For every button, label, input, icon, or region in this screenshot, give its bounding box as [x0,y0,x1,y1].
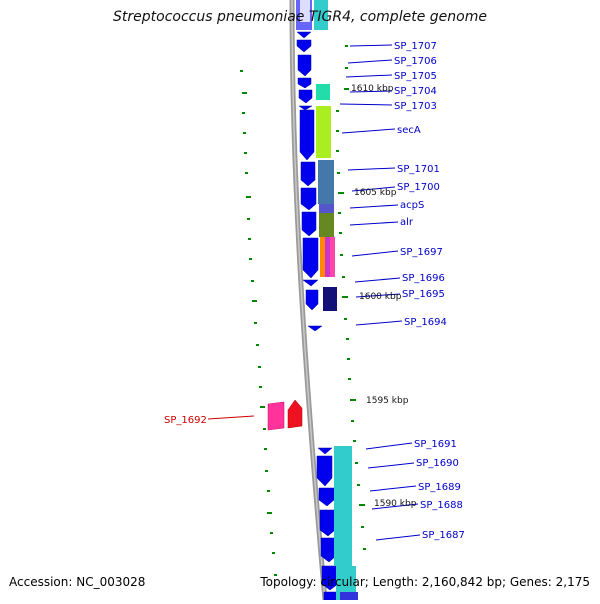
outer-tick-marks [240,70,277,576]
gene-label[interactable]: SP_1689 [418,482,461,493]
gene-label[interactable]: SP_1701 [397,164,440,175]
gene-label[interactable]: alr [400,217,414,228]
inner-tick-marks [336,45,366,550]
gene-block-top-white [300,0,310,22]
gene-label[interactable]: SP_1700 [397,182,440,193]
gene-label[interactable]: SP_1697 [400,247,443,258]
scale-labels: 1610 kbp 1605 kbp 1600 kbp 1595 kbp 1590… [351,84,417,509]
label-leader-lines [339,44,421,541]
gene-label[interactable]: SP_1691 [414,439,457,450]
gene-label[interactable]: SP_1705 [394,71,437,82]
genome-backbone-inner [291,0,326,601]
gene-label[interactable]: SP_1690 [416,458,459,469]
genome-title: Streptococcus pneumoniae TIGR4, complete… [113,9,487,25]
gene-block-top-teal [314,0,328,30]
scale-label: 1600 kbp [359,292,402,302]
topology-text: Topology: circular; Length: 2,160,842 bp… [260,575,590,589]
forward-gene-arrows [296,31,341,601]
gene-label[interactable]: SP_1696 [402,273,445,284]
scale-label: 1610 kbp [351,84,394,94]
gene-labels: SP_1707 SP_1706 SP_1705 SP_1704 SP_1703 … [394,41,465,541]
scale-label: 1605 kbp [354,188,397,198]
gene-label[interactable]: secA [397,125,421,136]
scale-label: 1590 kbp [374,499,417,509]
gene-label[interactable]: SP_1694 [404,317,447,328]
reverse-gene-blocks [267,399,303,431]
feature-blocks [316,84,358,600]
gene-label[interactable]: SP_1687 [422,530,465,541]
gene-label[interactable]: SP_1707 [394,41,437,52]
gene-label[interactable]: SP_1703 [394,101,437,112]
gene-label[interactable]: SP_1706 [394,56,437,67]
gene-label[interactable]: SP_1695 [402,289,445,300]
scale-label: 1595 kbp [366,396,409,406]
accession-text: Accession: NC_003028 [9,575,146,589]
highlight-gene-label[interactable]: SP_1692 [164,415,207,426]
gene-label[interactable]: acpS [400,200,424,211]
gene-label[interactable]: SP_1704 [394,86,437,97]
gene-label[interactable]: SP_1688 [420,500,463,511]
highlight-leader-line [207,415,255,420]
